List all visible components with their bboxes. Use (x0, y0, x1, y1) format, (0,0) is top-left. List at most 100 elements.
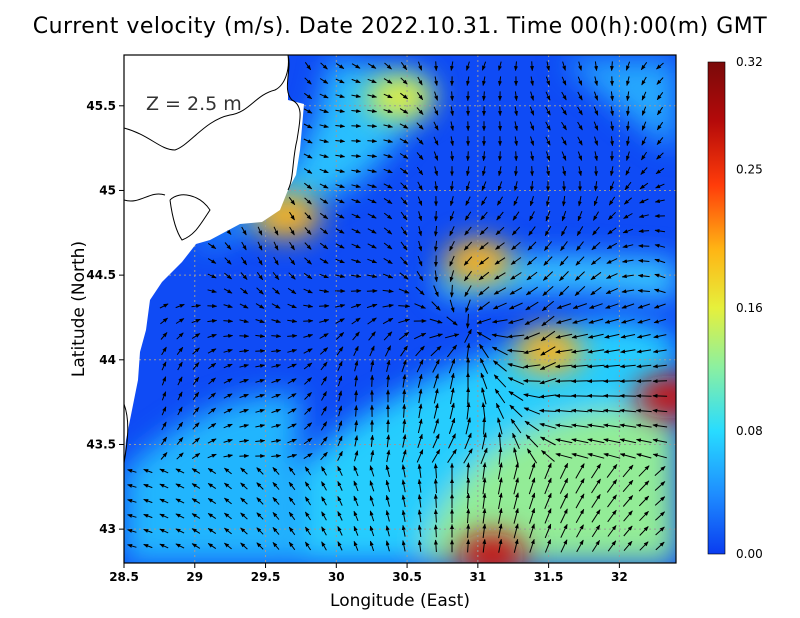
velocity-arrow (354, 390, 359, 402)
velocity-arrow (529, 507, 535, 524)
velocity-arrow (304, 526, 312, 536)
velocity-arrow (636, 334, 651, 339)
velocity-arrow (433, 285, 439, 297)
velocity-arrow (572, 318, 588, 324)
velocity-arrow (495, 402, 505, 419)
velocity-arrow (594, 76, 598, 86)
velocity-arrow (654, 496, 666, 506)
velocity-arrow (192, 422, 200, 430)
velocity-arrow (498, 492, 503, 510)
plot-area: Z = 2.5 m (124, 55, 676, 563)
velocity-arrow (446, 316, 458, 326)
velocity-arrow (367, 213, 377, 219)
velocity-arrow (524, 316, 540, 326)
velocity-arrow (610, 106, 614, 117)
velocity-arrow (493, 287, 507, 295)
velocity-arrow (303, 333, 314, 338)
velocity-arrow (433, 463, 438, 479)
velocity-arrow (636, 379, 652, 384)
velocity-arrow (525, 301, 539, 311)
velocity-arrow (656, 121, 664, 131)
velocity-arrow (527, 256, 537, 266)
y-axis-ticks: 43 43.5 44 44.5 45 45.5 (86, 99, 124, 536)
velocity-arrow (239, 364, 249, 368)
velocity-arrow (449, 284, 454, 298)
velocity-arrow (510, 257, 522, 265)
velocity-arrow (607, 509, 617, 523)
velocity-arrow (530, 151, 534, 162)
velocity-arrow (498, 523, 503, 539)
velocity-arrow (478, 286, 490, 296)
velocity-arrow (127, 529, 137, 533)
velocity-arrow (606, 242, 618, 250)
velocity-arrow (655, 167, 665, 175)
velocity-arrow (304, 466, 312, 476)
velocity-arrow (449, 270, 455, 283)
velocity-arrow (382, 303, 394, 308)
velocity-arrow (593, 91, 599, 101)
velocity-arrow (350, 288, 362, 293)
velocity-arrow (512, 432, 520, 449)
velocity-arrow (303, 153, 313, 159)
velocity-arrow (398, 288, 410, 294)
velocity-arrow (434, 270, 439, 283)
y-axis-label: Latitude (North) (69, 241, 89, 377)
velocity-arrow (351, 274, 362, 279)
velocity-arrow (224, 467, 232, 475)
velocity-arrow (351, 184, 361, 188)
velocity-arrow (304, 212, 312, 220)
velocity-arrow (288, 481, 296, 491)
velocity-arrow (481, 166, 486, 177)
velocity-arrow (545, 106, 551, 116)
velocity-arrow (434, 76, 438, 86)
velocity-arrow (176, 437, 184, 445)
velocity-arrow (319, 78, 329, 84)
velocity-arrow (608, 211, 616, 221)
velocity-arrow (606, 463, 618, 478)
velocity-arrow (304, 511, 312, 521)
velocity-arrow (509, 287, 523, 295)
velocity-arrow (494, 257, 506, 265)
velocity-arrow (508, 318, 524, 324)
velocity-arrow (513, 507, 519, 524)
velocity-arrow (540, 346, 556, 356)
velocity-arrow (465, 166, 470, 177)
velocity-arrow (224, 527, 232, 535)
velocity-arrow (479, 357, 489, 374)
velocity-arrow (523, 348, 541, 354)
velocity-arrow (623, 197, 633, 205)
velocity-arrow (223, 349, 233, 353)
velocity-arrow (401, 509, 406, 522)
velocity-arrow (335, 154, 346, 159)
velocity-arrow (400, 241, 408, 251)
velocity-arrow (303, 422, 313, 430)
velocity-arrow (337, 420, 343, 432)
velocity-arrow (528, 477, 536, 495)
velocity-arrow (273, 241, 279, 251)
velocity-arrow (321, 466, 327, 476)
velocity-arrow (607, 525, 617, 537)
velocity-arrow (561, 121, 567, 131)
velocity-arrow (619, 379, 637, 384)
velocity-arrow (399, 92, 409, 100)
velocity-arrow (207, 304, 218, 309)
velocity-arrow (207, 542, 217, 550)
velocity-arrow (288, 466, 296, 476)
velocity-arrow (207, 242, 217, 250)
chart-title: Current velocity (m/s). Date 2022.10.31.… (32, 14, 768, 39)
velocity-arrow (641, 91, 647, 101)
velocity-arrow (366, 303, 378, 309)
y-tick-label: 45.5 (86, 99, 116, 113)
velocity-arrow (321, 541, 327, 551)
velocity-arrow (207, 497, 217, 505)
velocity-arrow (545, 151, 551, 161)
velocity-arrow (335, 274, 346, 279)
velocity-arrow (513, 181, 518, 192)
velocity-arrow (555, 438, 573, 444)
velocity-arrow (223, 408, 233, 414)
velocity-arrow (191, 304, 201, 308)
velocity-arrow (287, 423, 297, 429)
velocity-arrow (477, 301, 490, 311)
velocity-arrow (369, 495, 375, 507)
velocity-arrow (591, 241, 601, 251)
